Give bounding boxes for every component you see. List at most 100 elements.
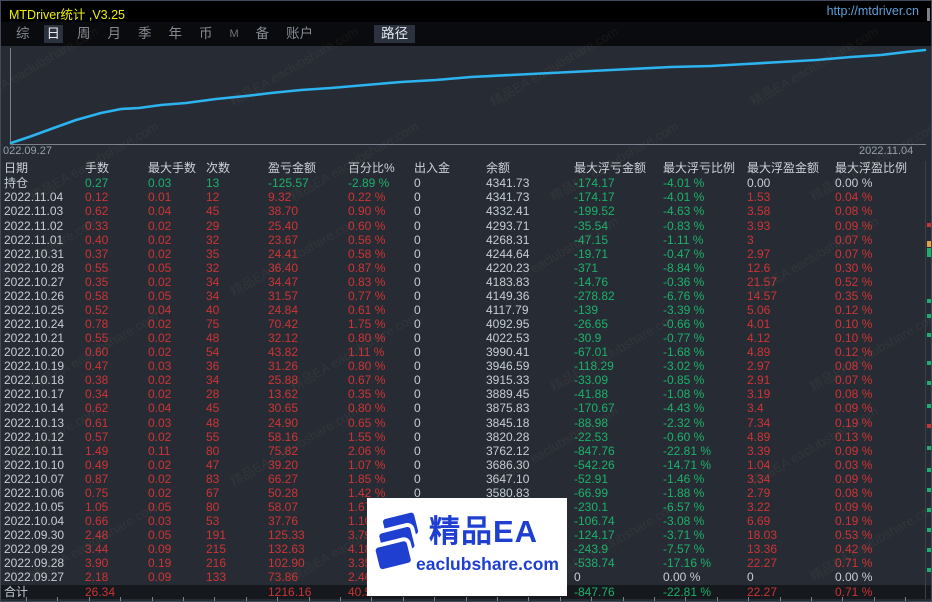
menu-tab-季[interactable]: 季 (138, 26, 152, 41)
ruler-tick (748, 597, 750, 601)
cell: 13 (206, 176, 220, 191)
menu-tab-年[interactable]: 年 (168, 26, 183, 41)
cell: 0.90 % (348, 204, 386, 219)
cell: 73.86 (268, 570, 299, 585)
cell: 25.40 (268, 218, 299, 233)
ruler-tick (26, 597, 27, 601)
table-row[interactable]: 2022.11.04 0.12 0.01 12 9.32 0.22 % 0 4341.73 -1… (1, 190, 931, 205)
cell: 0.61 % (348, 302, 386, 317)
menu-tab-币[interactable]: 币 (199, 26, 213, 41)
menu-tab-综[interactable]: 综 (16, 26, 30, 41)
x-axis-end-label: 2022.11.04 (859, 145, 914, 157)
cell: 43.82 (268, 345, 299, 360)
cell: 3580.83 (486, 485, 530, 500)
cell: 1.11 % (348, 345, 385, 360)
position-row[interactable]: 持仓 0.27 0.03 13 -125.57 -2.89 % 0 4341.73 -174.1… (1, 176, 931, 191)
menu-tab-月[interactable]: 月 (107, 26, 122, 41)
ruler-tick (905, 597, 907, 601)
cell: -67.01 (574, 345, 609, 360)
cell: 0.87 % (348, 260, 386, 275)
ruler-tick (245, 597, 247, 601)
cell: 2022.10.04 (4, 514, 65, 528)
table-row[interactable]: 2022.11.03 0.62 0.04 45 38.70 0.90 % 0 4332.41 -… (1, 204, 931, 219)
table-row[interactable]: 2022.10.11 1.49 0.11 80 75.82 2.06 % 0 3762.12 -… (1, 443, 931, 458)
menu-tab-M[interactable]: M (229, 28, 239, 40)
cell: -2.89 % (348, 176, 390, 191)
menu-tab-账户[interactable]: 账户 (286, 26, 314, 41)
cell: 0.02 (148, 232, 172, 247)
cell: 2022.10.07 (4, 471, 65, 486)
table-row[interactable]: 2022.10.26 0.58 0.05 34 31.57 0.77 % 0 4149.36 -… (1, 289, 931, 303)
cell: 0.07 % (835, 246, 873, 261)
cell: 2022.09.30 (4, 528, 65, 543)
table-header: 日期 手数 最大手数 次数 盈亏金额 百分比% 出入金 余额 最大浮亏金额 最大浮亏比例 最大浮盈金… (1, 161, 931, 176)
table-row[interactable]: 2022.10.21 0.55 0.02 48 32.12 0.80 % 0 4022.53 -… (1, 331, 931, 346)
cell: 0.02 (148, 485, 172, 500)
table-row[interactable]: 2022.10.13 0.61 0.03 48 24.90 0.65 % 0 3845.18 -… (1, 415, 931, 430)
cell: -1.11 % (663, 232, 704, 247)
cell: 0.57 (85, 429, 109, 444)
cell: 3.39 (747, 443, 771, 458)
table-row[interactable]: 2022.10.14 0.62 0.04 45 30.65 0.80 % 0 3875.83 -… (1, 401, 931, 415)
website-link[interactable]: http://mtdriver.cn (826, 4, 919, 18)
cell: 0.02 (148, 387, 172, 402)
cell: 0.02 (148, 345, 172, 360)
cell: 39.20 (268, 457, 299, 472)
cell: 35 (206, 246, 220, 261)
cell: -1.46 % (663, 471, 705, 486)
cell: 22.27 (747, 584, 778, 599)
cell: 191 (206, 528, 227, 543)
table-row[interactable]: 2022.10.20 0.60 0.02 54 43.82 1.11 % 0 3990.41 -… (1, 345, 931, 360)
menu-tab-日[interactable]: 日 (43, 25, 63, 43)
table-row[interactable]: 2022.10.06 0.75 0.02 67 50.28 1.42 % 0 3580.83 -… (1, 485, 931, 500)
cell: 4268.31 (486, 232, 530, 247)
table-row[interactable]: 2022.10.17 0.34 0.02 28 13.62 0.35 % 0 3889.45 -… (1, 387, 931, 402)
ruler-tick (402, 597, 404, 601)
cell: 2022.10.20 (4, 345, 65, 360)
table-row[interactable]: 2022.10.07 0.87 0.02 83 66.27 1.85 % 0 3647.10 -… (1, 471, 931, 486)
cell: 3.34 (747, 471, 771, 486)
cell: 3990.41 (486, 345, 530, 360)
scrollbar-grip[interactable] (927, 8, 930, 21)
ruler-tick (57, 597, 59, 601)
path-button[interactable]: 路径 (374, 25, 416, 43)
cell: 0.02 (148, 373, 172, 388)
table-row[interactable]: 2022.10.31 0.37 0.02 35 24.41 0.58 % 0 4244.64 -… (1, 246, 931, 261)
cell: 2022.10.24 (4, 317, 65, 332)
cell: 0.62 (85, 204, 109, 219)
table-row[interactable]: 2022.10.12 0.57 0.02 55 58.16 1.55 % 0 3820.28 -… (1, 429, 931, 444)
cell: 0.66 (85, 514, 109, 528)
menu-tab-周[interactable]: 周 (77, 26, 91, 41)
table-row[interactable]: 2022.11.01 0.40 0.02 32 23.67 0.56 % 0 4268.31 -… (1, 232, 931, 247)
menu-tab-备[interactable]: 备 (255, 26, 270, 41)
cell: 3820.28 (486, 429, 530, 444)
table-row[interactable]: 2022.10.10 0.49 0.02 47 39.20 1.07 % 0 3686.30 -… (1, 457, 931, 472)
table-row[interactable]: 2022.10.28 0.55 0.05 32 36.40 0.87 % 0 4220.23 -… (1, 260, 931, 275)
cell: -30.9 (574, 331, 602, 346)
ruler-tick (340, 597, 341, 601)
column-header: 次数 (206, 161, 231, 175)
cell: 2.91 (747, 373, 771, 388)
table-row[interactable]: 2022.10.27 0.35 0.02 34 34.47 0.83 % 0 4183.83 -… (1, 275, 931, 289)
cell: 32 (206, 260, 220, 275)
edge-mark (927, 468, 931, 472)
cell: 0 (414, 429, 421, 444)
edge-mark (927, 508, 931, 512)
cell: 0 (414, 415, 421, 430)
table-row[interactable]: 2022.10.25 0.52 0.04 40 24.84 0.61 % 0 4117.79 -… (1, 302, 931, 317)
cell: 75.82 (268, 443, 299, 458)
table-row[interactable]: 2022.10.24 0.78 0.02 75 70.42 1.75 % 0 4092.95 -… (1, 317, 931, 332)
table-row[interactable]: 2022.10.18 0.38 0.02 34 25.88 0.67 % 0 3915.33 -… (1, 373, 931, 388)
cell: 28 (206, 387, 220, 402)
cell: 55 (206, 429, 220, 444)
cell: -174.17 (574, 190, 615, 205)
cell: 0.67 % (348, 373, 386, 388)
table-row[interactable]: 2022.10.19 0.47 0.03 36 31.26 0.80 % 0 3946.59 -… (1, 359, 931, 373)
ruler-tick (214, 597, 216, 601)
cell: 2022.11.04 (4, 190, 64, 205)
table-row[interactable]: 2022.11.02 0.33 0.02 29 25.40 0.60 % 0 4293.71 -… (1, 218, 931, 233)
edge-mark (927, 381, 931, 385)
